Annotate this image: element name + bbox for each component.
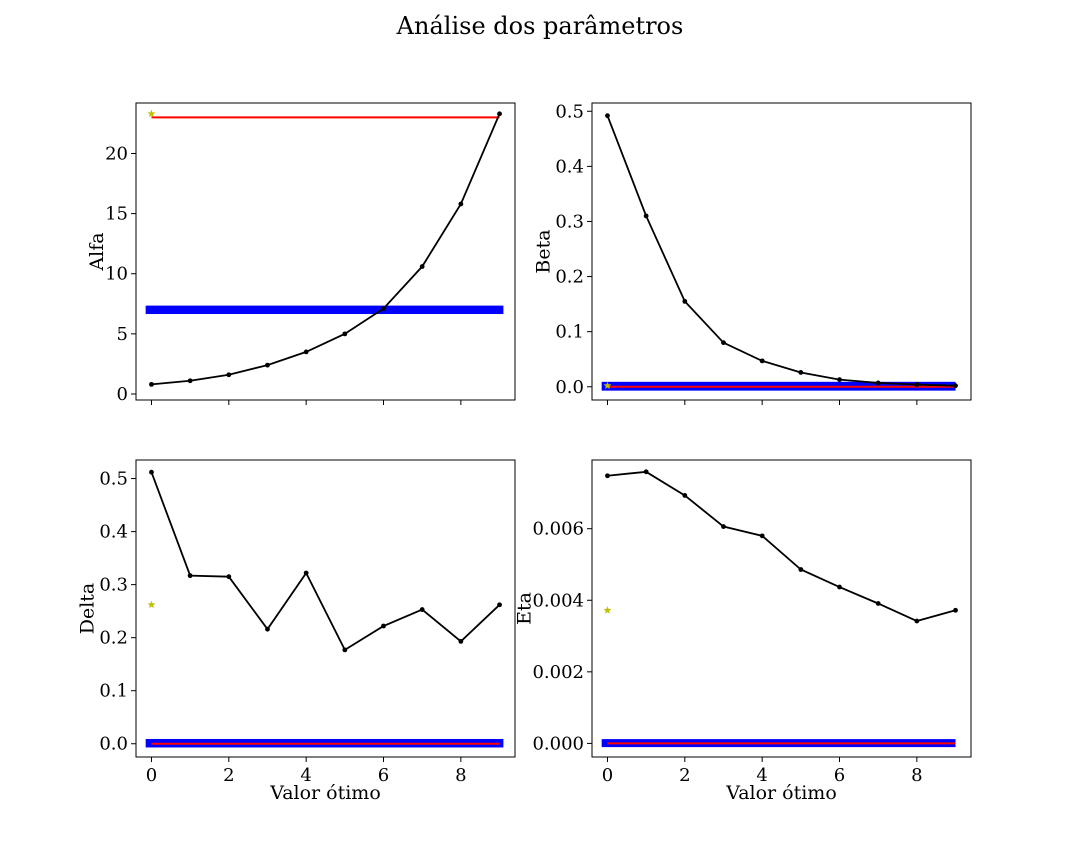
eta-data-point: [759, 533, 765, 539]
eta-data-point: [605, 473, 610, 479]
eta-x-axis-label: Valor ótimo: [725, 782, 837, 804]
beta-data-point: [721, 340, 726, 346]
delta-y-tick-label: 0.0: [99, 734, 128, 755]
delta-series-line: [150, 471, 501, 652]
delta-data-point: [419, 607, 425, 612]
alfa-data-point: [303, 349, 309, 355]
beta-data-point: [682, 298, 688, 304]
beta-y-tick-label: 0.1: [555, 322, 584, 343]
alfa-data-point: [265, 362, 270, 368]
alfa-y-tick-label: 20: [105, 144, 128, 165]
beta-data-point: [837, 377, 842, 383]
eta-x-tick-label: 4: [756, 765, 767, 786]
delta-y-tick-label: 0.5: [99, 469, 128, 490]
alfa-y-axis-label: Alfa: [86, 232, 108, 271]
alfa-data-point: [419, 264, 425, 269]
delta-y-tick-label: 0.3: [99, 575, 128, 596]
eta-y-tick-label: 0.002: [532, 662, 584, 683]
eta-star-marker: [603, 606, 612, 614]
alfa-data-point: [458, 201, 464, 207]
eta-y-tick-label: 0.004: [532, 590, 584, 611]
beta-axes-frame: [591, 102, 972, 401]
beta-data-point: [759, 358, 765, 364]
eta-data-point: [914, 618, 920, 624]
eta-data-point: [682, 493, 688, 498]
alfa-star-marker: [147, 109, 156, 118]
alfa-y-tick-label: 10: [105, 264, 128, 285]
delta-data-point: [458, 638, 464, 644]
eta-y-tick-label: 0.000: [532, 733, 584, 754]
delta-x-tick-label: 0: [146, 765, 157, 786]
delta-y-axis-label: Delta: [77, 583, 99, 635]
eta-data-point: [837, 584, 842, 590]
beta-y-tick-label: 0.4: [555, 156, 584, 177]
alfa-data-point: [226, 372, 232, 378]
alfa-data-point: [187, 378, 193, 384]
delta-axes-frame: [135, 459, 516, 758]
alfa-y-tick-label: 0: [117, 384, 128, 405]
beta-y-tick-label: 0.2: [555, 267, 584, 288]
beta-data-point: [875, 380, 881, 386]
alfa-data-point: [149, 381, 154, 387]
beta-data-point: [605, 113, 610, 119]
beta-star-marker: [603, 381, 612, 390]
delta-data-point: [381, 623, 386, 629]
subplot-alfa: 0 5 10 15 20 Alfa: [86, 102, 516, 405]
eta-series-line: [607, 470, 956, 622]
eta-data-point: [798, 567, 804, 572]
eta-data-point: [875, 601, 881, 606]
subplot-beta: 0.0 0.1 0.2 0.3 0.4 0.5 Beta: [533, 101, 972, 405]
delta-data-point: [303, 570, 309, 576]
eta-y-tick-label: 0.006: [532, 519, 584, 540]
delta-x-axis-label: Valor ótimo: [269, 782, 381, 804]
delta-y-tick-label: 0.4: [99, 522, 128, 543]
beta-series-line: [606, 115, 956, 387]
alfa-y-tick-label: 15: [105, 204, 128, 225]
beta-data-point: [643, 213, 649, 219]
delta-data-point: [265, 626, 270, 632]
delta-x-tick-label: 2: [223, 765, 234, 786]
eta-x-tick-label: 2: [679, 765, 690, 786]
alfa-data-point: [497, 111, 502, 117]
delta-data-point: [187, 573, 193, 579]
alfa-blue-band: [145, 305, 504, 315]
delta-y-tick-label: 0.2: [99, 628, 128, 649]
eta-x-tick-label: 6: [834, 765, 845, 786]
delta-star-marker: [147, 600, 156, 609]
beta-y-axis-label: Beta: [533, 229, 555, 273]
delta-data-point: [226, 574, 232, 580]
delta-x-tick-label: 4: [300, 765, 311, 786]
beta-data-point: [798, 370, 804, 375]
delta-data-point: [149, 469, 154, 475]
eta-x-tick-label: 0: [602, 765, 613, 786]
eta-data-point: [721, 524, 726, 529]
delta-y-tick-label: 0.1: [99, 681, 128, 702]
eta-x-tick-label: 8: [911, 765, 922, 786]
eta-axes-frame: [591, 459, 972, 758]
delta-x-tick-label: 6: [378, 765, 389, 786]
subplot-delta: 0 2 4 6 8 0.0 0.1 0.2 0.3 0.4 0.5 Delta Valor ótimo: [77, 459, 516, 804]
delta-x-tick-label: 8: [455, 765, 466, 786]
delta-data-point: [342, 647, 348, 653]
alfa-series-line: [151, 113, 501, 386]
subplot-eta: 0 2 4 6 8 0.000 0.002 0.004 0.006 Eta Valor ótimo: [514, 459, 972, 804]
figure-title: Análise dos parâmetros: [396, 12, 684, 40]
beta-y-tick-label: 0.5: [555, 101, 584, 122]
alfa-data-point: [342, 331, 348, 337]
alfa-y-tick-label: 5: [117, 324, 128, 345]
beta-data-point: [914, 382, 920, 387]
delta-data-point: [497, 602, 502, 608]
eta-y-axis-label: Eta: [514, 592, 536, 625]
beta-y-tick-label: 0.3: [555, 211, 584, 232]
eta-data-point: [953, 607, 958, 613]
beta-y-tick-label: 0.0: [555, 377, 584, 398]
alfa-axes-frame: [135, 102, 516, 401]
alfa-data-point: [381, 306, 386, 312]
beta-data-point: [953, 383, 958, 389]
eta-data-point: [643, 469, 649, 475]
